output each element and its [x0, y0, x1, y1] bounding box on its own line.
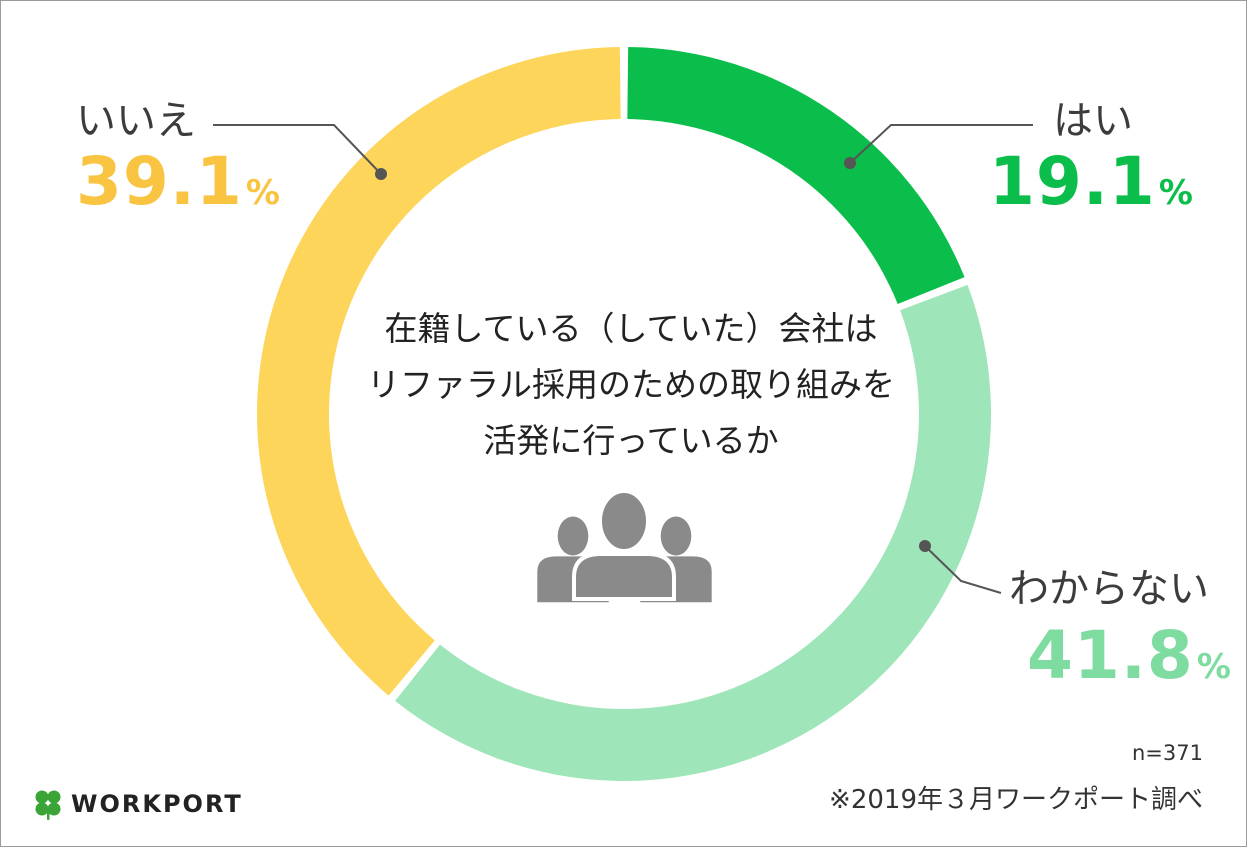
- slice-hai: [627, 47, 965, 305]
- label-iie-unit: %: [245, 173, 280, 213]
- center-question-line: リファラル採用のための取り組みを: [367, 365, 895, 404]
- label-hai-unit: %: [1158, 173, 1193, 213]
- label-iie-pct: 39.1: [76, 143, 243, 220]
- center-question: 在籍している（していた）会社は リファラル採用のための取り組みを 活発に行ってい…: [331, 301, 931, 469]
- label-wakaranai-unit: %: [1196, 647, 1231, 687]
- logo-text: WORKPORT: [71, 790, 243, 818]
- label-hai-value: 19.1%: [989, 149, 1193, 215]
- leader-hai: [844, 124, 1033, 169]
- label-wakaranai-pct: 41.8: [1027, 617, 1194, 694]
- label-iie-value: 39.1%: [76, 149, 280, 215]
- label-wakaranai-value: 41.8%: [1027, 623, 1231, 689]
- people-group-icon: [537, 489, 712, 603]
- clover-icon: [35, 790, 61, 820]
- source-note: ※2019年３月ワークポート調べ: [829, 785, 1203, 815]
- center-question-line: 在籍している（していた）会社は: [384, 309, 878, 348]
- workport-logo: WORKPORT: [31, 784, 243, 824]
- center-question-line: 活発に行っているか: [483, 421, 779, 460]
- leader-iie: [213, 124, 387, 180]
- label-hai-name: はい: [1053, 98, 1133, 144]
- label-hai-pct: 19.1: [989, 143, 1156, 220]
- slice-iie: [256, 47, 621, 696]
- label-iie-name: いいえ: [76, 98, 196, 144]
- sample-size: n=371: [1132, 741, 1203, 765]
- label-wakaranai-name: わからない: [1009, 566, 1209, 612]
- slice-wakaranai: [395, 284, 992, 782]
- leader-wakaranai: [919, 540, 1002, 594]
